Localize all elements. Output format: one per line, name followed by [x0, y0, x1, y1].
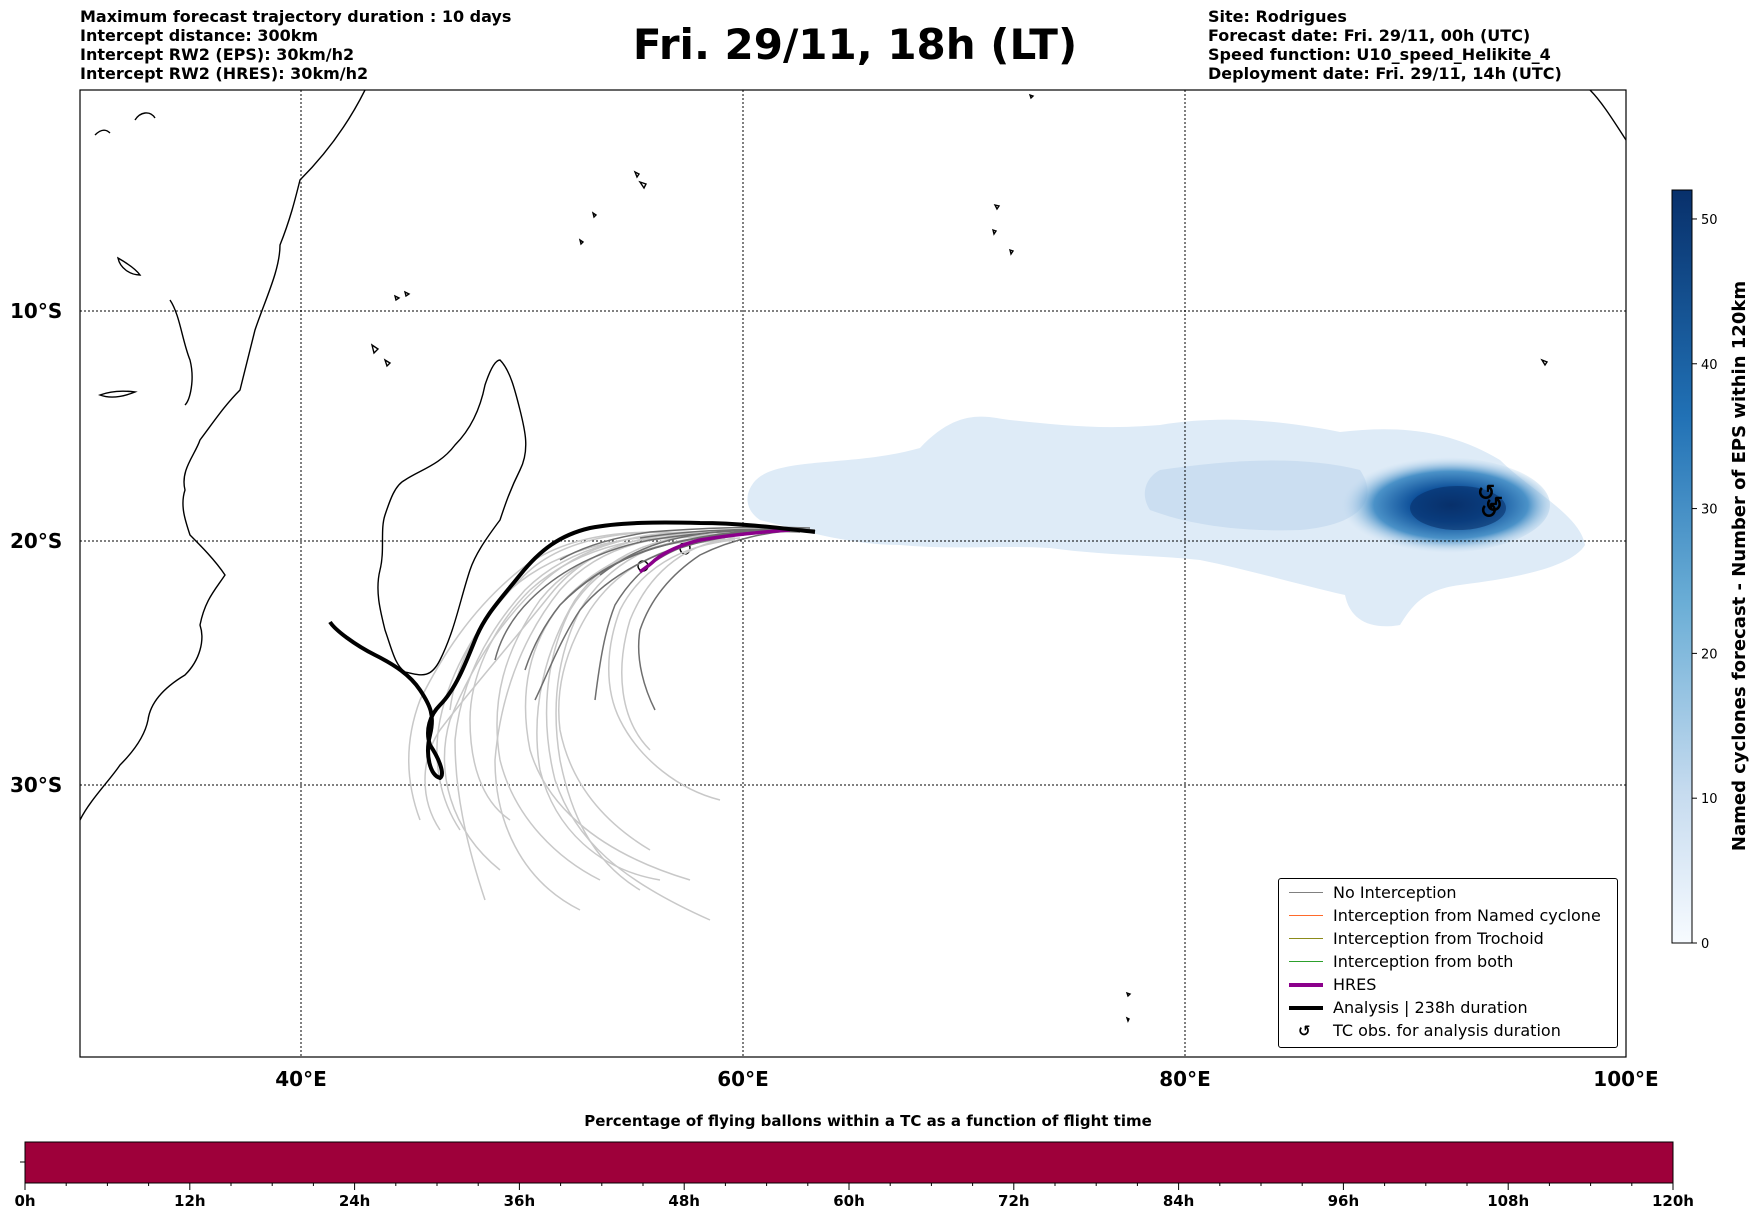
timebar-tick-label: 108h: [1487, 1192, 1529, 1210]
header-left-line: Intercept RW2 (HRES): 30km/h2: [80, 64, 369, 83]
lat-label: 30°S: [10, 773, 62, 797]
lon-label: 100°E: [1593, 1067, 1658, 1091]
legend-item: HRES: [1279, 975, 1617, 995]
hres-trajectory: [638, 528, 791, 574]
eps-trajectories-light: [408, 531, 741, 921]
legend-item: ↺ TC obs. for analysis duration: [1279, 1021, 1617, 1041]
colorbar-tick-label: 20: [1701, 647, 1718, 662]
colorbar: 0 10 20 30 40 50 Named cyclones forecast - Nu…: [1671, 189, 1750, 952]
analysis-trajectory: [328, 520, 816, 781]
legend-label: TC obs. for analysis duration: [1333, 1021, 1561, 1040]
timebar-tick-label: 120h: [1652, 1192, 1694, 1210]
timebar-title: Percentage of flying ballons within a TC…: [584, 1112, 1152, 1130]
timebar-tick-label: 72h: [998, 1192, 1030, 1210]
timebar-tick-label: 84h: [1163, 1192, 1195, 1210]
header-right-line: Forecast date: Fri. 29/11, 00h (UTC): [1208, 26, 1531, 45]
lat-label: 20°S: [10, 529, 62, 553]
header-right-line: Deployment date: Fri. 29/11, 14h (UTC): [1208, 64, 1562, 83]
timebar-tick-label: 36h: [504, 1192, 536, 1210]
legend-label: Interception from Trochoid: [1333, 929, 1544, 948]
timebar: Percentage of flying ballons within a TC…: [14, 1112, 1694, 1210]
header-left-line: Maximum forecast trajectory duration : 1…: [80, 7, 512, 26]
legend-swatch: [1289, 892, 1323, 893]
legend: No Interception Interception from Named …: [1278, 878, 1618, 1048]
legend-swatch: [1289, 961, 1323, 962]
colorbar-tick-label: 30: [1701, 503, 1718, 518]
tc-obs-icon: ↺: [1477, 481, 1495, 506]
colorbar-label: Named cyclones forecast - Number of EPS …: [1729, 281, 1750, 851]
tc-obs-icon: ↺: [1298, 1022, 1311, 1040]
header-left: Maximum forecast trajectory duration : 1…: [80, 7, 511, 83]
legend-item: Interception from Named cyclone: [1279, 906, 1617, 926]
lat-label: 10°S: [10, 299, 62, 323]
legend-swatch: [1289, 983, 1323, 987]
tc-obs-icon: ↺: [1485, 493, 1503, 518]
legend-label: HRES: [1333, 975, 1377, 994]
colorbar-tick-label: 0: [1701, 937, 1709, 952]
timebar-tick-label: 48h: [668, 1192, 700, 1210]
lon-label: 40°E: [275, 1067, 327, 1091]
lon-label: 60°E: [717, 1067, 769, 1091]
timebar-tick-label: 60h: [833, 1192, 865, 1210]
timebar-tick-label: 24h: [339, 1192, 371, 1210]
legend-item: Interception from both: [1279, 952, 1617, 972]
legend-item: Analysis | 238h duration: [1279, 998, 1617, 1018]
timebar-tick-label: 96h: [1328, 1192, 1360, 1210]
legend-swatch: [1289, 938, 1323, 939]
header-right-line: Speed function: U10_speed_Helikite_4: [1208, 45, 1551, 64]
header-left-line: Intercept RW2 (EPS): 30km/h2: [80, 45, 355, 64]
legend-item: Interception from Trochoid: [1279, 929, 1617, 949]
lon-label: 80°E: [1159, 1067, 1211, 1091]
page-title: Fri. 29/11, 18h (LT): [632, 20, 1078, 69]
graticule: [80, 90, 1626, 1057]
legend-label: Interception from both: [1333, 952, 1514, 971]
colorbar-fill: [1671, 189, 1693, 944]
header-right-line: Site: Rodrigues: [1208, 7, 1347, 26]
header-left-line: Intercept distance: 300km: [80, 26, 319, 45]
tc-obs-markers: ↺ ↺ ↺: [1477, 481, 1503, 524]
legend-swatch: [1289, 915, 1323, 916]
legend-label: Analysis | 238h duration: [1333, 998, 1528, 1017]
colorbar-tick-label: 50: [1701, 213, 1718, 228]
legend-swatch: [1289, 1006, 1323, 1010]
legend-item: No Interception: [1279, 883, 1617, 903]
tc-obs-icon: ↺: [1480, 499, 1498, 524]
legend-label: No Interception: [1333, 883, 1457, 902]
legend-label: Interception from Named cyclone: [1333, 906, 1601, 925]
map-frame: [79, 89, 1627, 1058]
header-right: Site: Rodrigues Forecast date: Fri. 29/1…: [1208, 7, 1562, 83]
timebar-tick-label: 0h: [14, 1192, 35, 1210]
colorbar-tick-label: 10: [1701, 792, 1718, 807]
timebar-fill: [24, 1141, 1674, 1184]
eps-density-plume: [747, 416, 1585, 627]
timebar-tick-label: 12h: [174, 1192, 206, 1210]
colorbar-tick-label: 40: [1701, 358, 1718, 373]
